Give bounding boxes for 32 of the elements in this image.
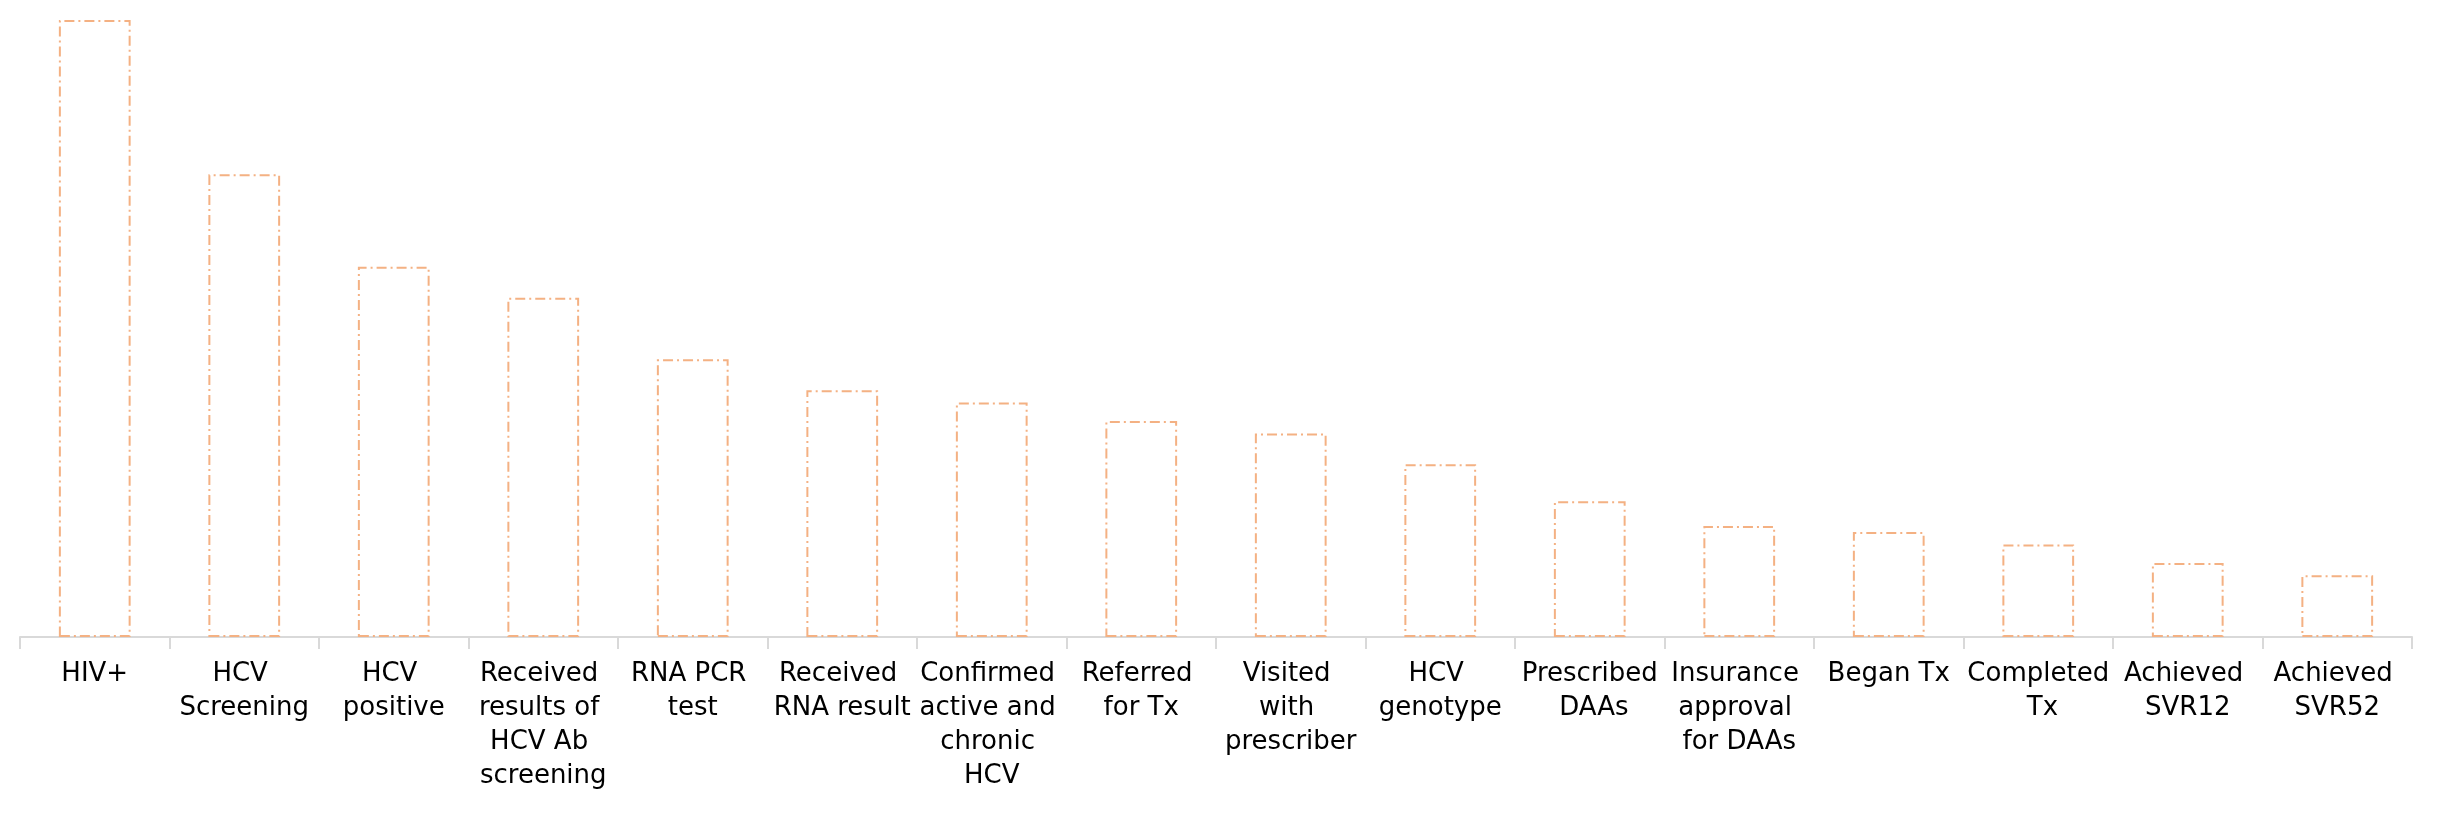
bar — [656, 359, 729, 637]
x-tick-label: Achieved SVR12 — [2124, 657, 2252, 721]
x-tick-label: Received RNA result — [773, 657, 911, 721]
bar — [955, 402, 1028, 637]
x-tick-label: Began Tx — [1827, 657, 1950, 687]
x-tick-label: HCV Screening — [179, 657, 310, 721]
bar — [1703, 525, 1776, 637]
bar — [1404, 464, 1477, 637]
x-tick-label: Visited with prescriber — [1224, 657, 1357, 755]
x-tick-label: Insurance approval for DAAs — [1671, 657, 1808, 755]
x-tick-label: Prescribed DAAs — [1521, 657, 1658, 721]
bar — [357, 266, 430, 637]
x-tick-label: Received results of HCV Ab screening — [478, 657, 608, 789]
bar — [2301, 575, 2374, 637]
x-tick-label: Achieved SVR52 — [2273, 657, 2401, 721]
x-tick-label: Completed Tx — [1967, 657, 2110, 721]
bar — [1254, 433, 1327, 637]
bar — [2002, 544, 2075, 637]
bar — [1553, 501, 1626, 637]
x-tick-label: HCV positive — [342, 657, 445, 721]
x-tick-label: Confirmed active and chronic HCV — [919, 657, 1064, 789]
x-tick-label: Referred for Tx — [1081, 657, 1201, 721]
bar — [507, 297, 580, 637]
bar — [58, 20, 131, 637]
bar — [1105, 421, 1178, 637]
x-tick-label: HCV genotype — [1378, 657, 1502, 721]
bar — [208, 174, 281, 637]
bar — [1852, 532, 1925, 637]
x-tick-label: HIV+ — [61, 657, 129, 687]
bar — [806, 390, 879, 637]
bar — [2151, 562, 2224, 637]
x-tick-label: RNA PCR test — [630, 657, 755, 721]
